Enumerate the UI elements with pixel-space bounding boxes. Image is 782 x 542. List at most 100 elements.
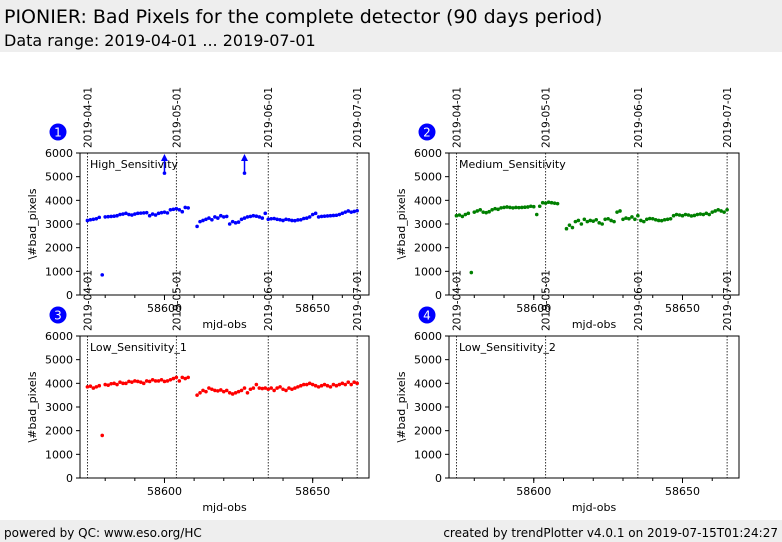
data-point — [159, 377, 164, 382]
data-point — [198, 391, 202, 395]
data-point — [346, 380, 351, 384]
data-point — [141, 211, 146, 215]
data-point — [627, 216, 631, 221]
data-point — [457, 213, 462, 217]
data-point — [153, 379, 158, 383]
data-point — [555, 201, 560, 206]
data-point — [144, 379, 149, 383]
y-tick-label: 1000 — [45, 265, 73, 278]
data-point — [106, 214, 110, 219]
data-point — [100, 273, 105, 277]
data-point — [609, 218, 613, 223]
data-point — [236, 389, 241, 394]
y-tick-label: 2000 — [414, 242, 442, 255]
y-tick-label: 6000 — [45, 330, 73, 343]
data-point — [144, 210, 149, 215]
data-point — [662, 217, 667, 222]
data-point — [603, 217, 607, 222]
data-point — [204, 389, 208, 394]
y-tick-label: 4000 — [45, 194, 73, 207]
data-point — [683, 212, 688, 217]
data-point — [210, 217, 214, 222]
data-point — [248, 387, 253, 392]
data-point — [213, 215, 217, 219]
data-point — [328, 213, 333, 218]
y-tick-label: 3000 — [45, 218, 73, 231]
data-point — [576, 218, 581, 223]
data-point — [310, 212, 315, 217]
data-point — [349, 210, 354, 214]
panel-2: 2019-04-01 2019-05-01 2019-06-01 2019-07-01… — [395, 87, 740, 331]
data-point — [284, 217, 288, 222]
data-point — [221, 389, 226, 394]
data-point — [216, 389, 220, 393]
data-point — [177, 379, 182, 383]
data-point — [165, 379, 170, 383]
data-point — [183, 376, 188, 381]
panel-number-badge — [49, 306, 67, 324]
data-point — [94, 216, 99, 221]
data-point — [186, 206, 190, 210]
panel-number: 4 — [423, 309, 431, 323]
data-point — [251, 386, 256, 390]
data-point — [680, 213, 685, 218]
data-point — [180, 209, 185, 214]
data-point — [639, 218, 643, 223]
data-point — [94, 385, 99, 389]
data-point — [109, 382, 113, 386]
x-tick-label: 58650 — [665, 485, 700, 498]
y-tick-label: 3000 — [414, 218, 442, 231]
data-point — [186, 375, 190, 380]
date-marker-label: 2019-07-01 — [352, 270, 364, 331]
data-point — [171, 376, 176, 381]
y-tick-label: 1000 — [45, 448, 73, 461]
date-marker-label: 2019-04-01 — [451, 87, 463, 148]
data-point — [85, 218, 90, 223]
data-point — [124, 381, 128, 386]
data-point — [91, 217, 96, 222]
date-marker-label: 2019-05-01 — [541, 270, 553, 331]
y-tick-label: 5000 — [414, 171, 442, 184]
data-point — [316, 215, 321, 219]
data-point — [168, 377, 173, 382]
data-point — [275, 386, 279, 390]
data-point — [97, 383, 102, 388]
data-point — [236, 220, 241, 224]
data-point — [496, 207, 500, 212]
data-point — [322, 214, 327, 218]
data-point — [97, 215, 102, 220]
y-tick-label: 5000 — [414, 354, 442, 367]
data-point — [466, 211, 471, 216]
data-point — [567, 223, 572, 227]
data-point — [91, 386, 96, 390]
date-marker-label: 2019-04-01 — [451, 270, 463, 331]
date-marker-label: 2019-04-01 — [82, 270, 94, 331]
data-point — [698, 212, 703, 216]
data-point — [319, 383, 324, 388]
data-point — [316, 385, 321, 389]
data-point — [304, 216, 309, 220]
panel-1: 2019-04-01 2019-05-01 2019-06-01 2019-07-01… — [26, 87, 370, 331]
data-point — [647, 216, 652, 221]
data-point — [331, 213, 336, 218]
data-point — [514, 205, 518, 210]
data-point — [115, 382, 119, 387]
data-point — [713, 209, 718, 213]
date-marker-label: 2019-06-01 — [633, 87, 645, 148]
data-point — [112, 381, 116, 386]
date-marker-label: 2019-07-01 — [722, 87, 734, 148]
data-point — [328, 385, 333, 389]
data-point — [180, 375, 185, 380]
data-point — [233, 391, 238, 395]
data-point — [147, 379, 152, 384]
data-point — [100, 433, 105, 438]
plot-frame — [448, 335, 740, 479]
data-point — [260, 216, 265, 220]
data-point — [168, 208, 173, 212]
data-point — [689, 214, 694, 218]
data-point — [147, 213, 152, 218]
data-point — [472, 210, 477, 214]
data-point — [352, 209, 356, 214]
data-point — [162, 210, 167, 214]
